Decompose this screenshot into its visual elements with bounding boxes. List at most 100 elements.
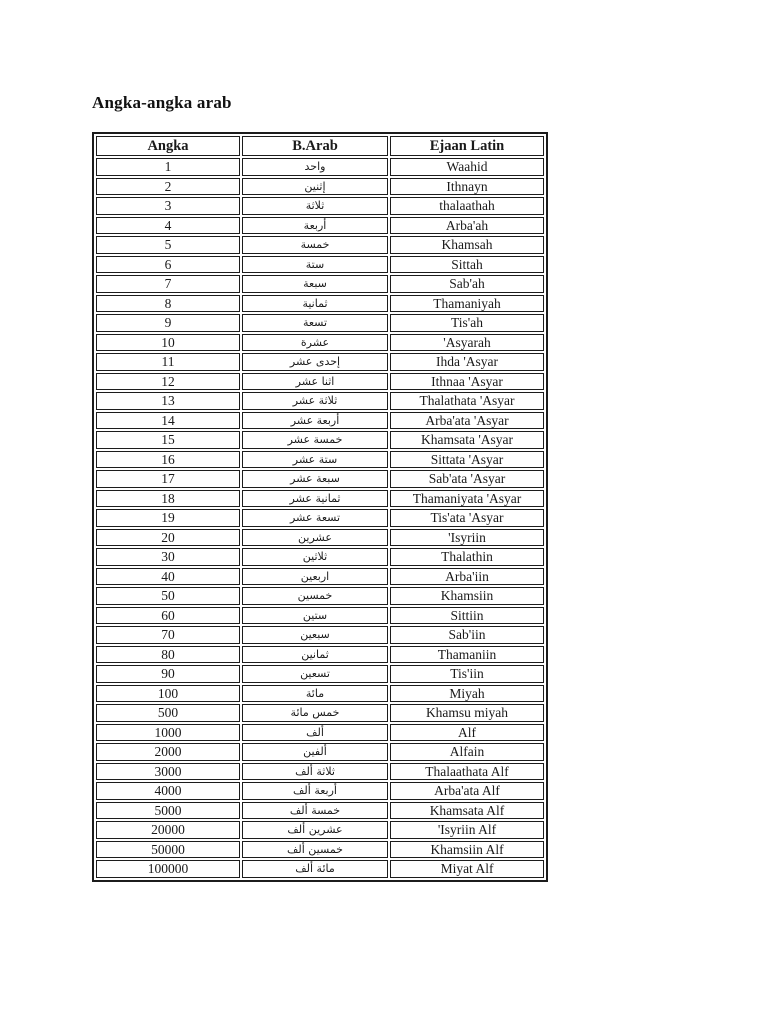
table-row: 80 ثمانين Thamaniin	[96, 645, 544, 663]
angka-cell: 10	[96, 333, 240, 351]
angka-cell: 19	[96, 509, 240, 527]
latin-cell: Khamsiin Alf	[390, 840, 544, 858]
angka-cell: 15	[96, 431, 240, 449]
angka-cell: 3000	[96, 762, 240, 780]
table-row: 10 عشرة 'Asyarah	[96, 333, 544, 351]
latin-cell: Khamsata 'Asyar	[390, 431, 544, 449]
latin-cell: Sittiin	[390, 606, 544, 624]
latin-cell: Sittata 'Asyar	[390, 450, 544, 468]
latin-cell: Thamaniyata 'Asyar	[390, 489, 544, 507]
latin-cell: Tis'ata 'Asyar	[390, 509, 544, 527]
table-row: 4000 أربعة ألف Arba'ata Alf	[96, 782, 544, 800]
arab-cell: سبعين	[242, 626, 388, 644]
arab-cell: واحد	[242, 158, 388, 176]
latin-cell: Thalathata 'Asyar	[390, 392, 544, 410]
angka-cell: 20	[96, 528, 240, 546]
angka-cell: 5	[96, 236, 240, 254]
angka-cell: 4000	[96, 782, 240, 800]
table-row: 20 عشرين 'Isyriin	[96, 528, 544, 546]
arab-cell: سبعة عشر	[242, 470, 388, 488]
arab-cell: تسعين	[242, 665, 388, 683]
angka-cell: 30	[96, 548, 240, 566]
latin-cell: Sab'ata 'Asyar	[390, 470, 544, 488]
angka-cell: 2	[96, 177, 240, 195]
angka-cell: 11	[96, 353, 240, 371]
angka-cell: 500	[96, 704, 240, 722]
arab-cell: عشرين	[242, 528, 388, 546]
latin-cell: 'Isyriin	[390, 528, 544, 546]
angka-cell: 50	[96, 587, 240, 605]
arab-cell: أربعة عشر	[242, 411, 388, 429]
latin-cell: thalaathah	[390, 197, 544, 215]
latin-cell: Alf	[390, 723, 544, 741]
arab-cell: خمسة عشر	[242, 431, 388, 449]
arab-cell: عشرين ألف	[242, 821, 388, 839]
arab-cell: ثلاثة	[242, 197, 388, 215]
table-body: 1 واحد Waahid 2 إثنين Ithnayn 3 ثلاثة th…	[96, 158, 544, 878]
arab-cell: أربعة ألف	[242, 782, 388, 800]
column-header-angka: Angka	[96, 136, 240, 156]
arab-cell: تسعة	[242, 314, 388, 332]
column-header-arab: B.Arab	[242, 136, 388, 156]
arab-cell: ثلاثين	[242, 548, 388, 566]
table-row: 8 ثمانية Thamaniyah	[96, 294, 544, 312]
angka-cell: 1	[96, 158, 240, 176]
latin-cell: 'Asyarah	[390, 333, 544, 351]
table-row: 5000 خمسة ألف Khamsata Alf	[96, 801, 544, 819]
latin-cell: Thalaathata Alf	[390, 762, 544, 780]
latin-cell: Ihda 'Asyar	[390, 353, 544, 371]
latin-cell: Sab'iin	[390, 626, 544, 644]
angka-cell: 6	[96, 255, 240, 273]
latin-cell: Miyah	[390, 684, 544, 702]
arab-cell: تسعة عشر	[242, 509, 388, 527]
arab-cell: خمسين ألف	[242, 840, 388, 858]
latin-cell: Arba'ah	[390, 216, 544, 234]
latin-cell: Khamsah	[390, 236, 544, 254]
table-row: 4 أربعة Arba'ah	[96, 216, 544, 234]
header-row: Angka B.Arab Ejaan Latin	[96, 136, 544, 156]
arab-cell: ثمانين	[242, 645, 388, 663]
table-row: 3 ثلاثة thalaathah	[96, 197, 544, 215]
table-row: 15 خمسة عشر Khamsata 'Asyar	[96, 431, 544, 449]
table-row: 100 مائة Miyah	[96, 684, 544, 702]
angka-cell: 40	[96, 567, 240, 585]
latin-cell: Sittah	[390, 255, 544, 273]
latin-cell: Khamsata Alf	[390, 801, 544, 819]
arab-cell: ألفين	[242, 743, 388, 761]
latin-cell: Thamaniin	[390, 645, 544, 663]
table-row: 60 ستين Sittiin	[96, 606, 544, 624]
latin-cell: Arba'ata 'Asyar	[390, 411, 544, 429]
table-row: 11 إحدى عشر Ihda 'Asyar	[96, 353, 544, 371]
arab-cell: ستة عشر	[242, 450, 388, 468]
table-row: 100000 مائة ألف Miyat Alf	[96, 860, 544, 878]
table-row: 40 اربعين Arba'iin	[96, 567, 544, 585]
table-row: 70 سبعين Sab'iin	[96, 626, 544, 644]
table-header: Angka B.Arab Ejaan Latin	[96, 136, 544, 156]
table-row: 13 ثلاثة عشر Thalathata 'Asyar	[96, 392, 544, 410]
latin-cell: 'Isyriin Alf	[390, 821, 544, 839]
table-row: 50000 خمسين ألف Khamsiin Alf	[96, 840, 544, 858]
angka-cell: 3	[96, 197, 240, 215]
angka-cell: 14	[96, 411, 240, 429]
latin-cell: Miyat Alf	[390, 860, 544, 878]
arab-cell: ستة	[242, 255, 388, 273]
table-row: 50 خمسين Khamsiin	[96, 587, 544, 605]
latin-cell: Khamsiin	[390, 587, 544, 605]
latin-cell: Alfain	[390, 743, 544, 761]
arab-cell: خمسة ألف	[242, 801, 388, 819]
arab-cell: إحدى عشر	[242, 353, 388, 371]
table-row: 30 ثلاثين Thalathin	[96, 548, 544, 566]
angka-cell: 90	[96, 665, 240, 683]
arab-cell: ألف	[242, 723, 388, 741]
arab-cell: إثنين	[242, 177, 388, 195]
table-row: 9 تسعة Tis'ah	[96, 314, 544, 332]
latin-cell: Ithnayn	[390, 177, 544, 195]
arab-cell: مائة	[242, 684, 388, 702]
latin-cell: Waahid	[390, 158, 544, 176]
arab-cell: خمسين	[242, 587, 388, 605]
table-row: 500 خمس مائة Khamsu miyah	[96, 704, 544, 722]
angka-cell: 16	[96, 450, 240, 468]
latin-cell: Tis'ah	[390, 314, 544, 332]
angka-cell: 100	[96, 684, 240, 702]
